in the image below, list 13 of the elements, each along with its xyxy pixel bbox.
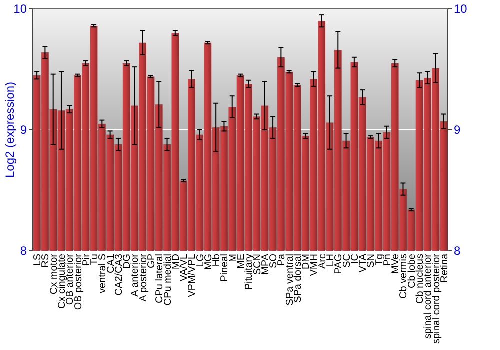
- x-tick-label: OB posterior: [73, 253, 84, 310]
- y2-tick-label: 10: [454, 2, 468, 16]
- y-tick-label: 8: [20, 244, 28, 258]
- y-tick-label: 9: [20, 123, 28, 138]
- x-tick-label: A posterior: [138, 253, 150, 302]
- y-axis-title: Log2 (expression): [3, 82, 18, 178]
- x-tick-label: Pituitary: [244, 254, 256, 290]
- y2-tick-label: 8: [454, 244, 461, 258]
- x-tick-label: RS: [40, 254, 52, 268]
- x-tick-label: ME: [236, 254, 247, 269]
- x-tick-label: Tg: [374, 254, 386, 266]
- y-tick-label: 10: [14, 2, 28, 16]
- y2-tick-label: 9: [454, 123, 461, 138]
